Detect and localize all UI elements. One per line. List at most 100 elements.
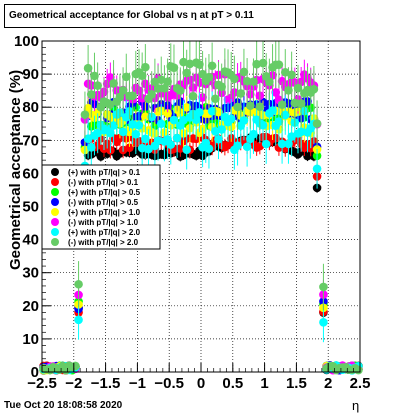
timestamp: Tue Oct 20 18:08:58 2020	[4, 400, 123, 411]
y-tick-label: 60	[22, 165, 39, 182]
data-point	[86, 90, 96, 99]
data-point	[185, 59, 195, 69]
data-point	[90, 71, 99, 81]
data-point	[277, 139, 287, 149]
data-point	[121, 72, 131, 82]
y-tick-label: 10	[22, 331, 39, 348]
legend-marker	[51, 238, 59, 246]
x-axis-label: η	[352, 398, 359, 413]
data-point	[71, 361, 80, 371]
data-point	[86, 143, 96, 152]
data-point	[287, 70, 296, 80]
legend-entry: (+) with pT/|q| > 0.5	[68, 188, 141, 197]
data-point	[141, 112, 150, 122]
data-point	[284, 139, 293, 149]
legend-entry: (+) with pT/|q| > 1.0	[68, 208, 141, 217]
data-point	[284, 86, 293, 95]
x-tick-label: −0.5	[154, 375, 184, 392]
data-point	[137, 143, 147, 153]
axes: −2.5 −2 −1.5 −1 −0.5 0 0.5 1 1.5 2 2.5 0 10 20 30 40 50 6…	[14, 33, 370, 392]
data-point	[109, 121, 118, 130]
x-tick-label: −1.5	[91, 375, 121, 392]
data-point	[166, 140, 176, 149]
legend-entry: (-) with pT/|q| > 0.1	[68, 178, 139, 187]
data-point	[118, 86, 128, 95]
data-point	[160, 84, 169, 93]
data-point	[233, 102, 242, 112]
data-point	[245, 101, 255, 110]
y-tick-label: 40	[22, 232, 39, 249]
data-point	[312, 119, 322, 128]
x-tick-label: 1.5	[286, 375, 307, 392]
y-axis-label: Geometrical acceptance (%)	[7, 70, 24, 270]
legend-marker	[51, 168, 59, 176]
data-point	[211, 94, 220, 104]
x-tick-label: 0.5	[222, 375, 243, 392]
chart-title: Geometrical acceptance for Global vs η a…	[4, 4, 296, 28]
data-point	[258, 58, 268, 68]
legend-entry: (-) with pT/|q| > 2.0	[68, 238, 139, 247]
data-point	[242, 76, 252, 86]
data-point	[83, 63, 93, 73]
legend-entry: (-) with pT/|q| > 0.5	[68, 198, 139, 207]
legend-marker	[51, 228, 59, 236]
data-point	[125, 143, 134, 153]
data-point	[319, 318, 328, 327]
data-point	[271, 88, 281, 97]
data-point	[207, 106, 217, 116]
data-point	[354, 365, 363, 375]
data-point	[134, 120, 144, 130]
data-point	[198, 93, 207, 102]
data-point	[147, 90, 157, 99]
data-point	[217, 125, 226, 134]
data-point	[296, 127, 306, 137]
data-point	[163, 109, 172, 118]
data-point	[172, 133, 182, 143]
x-tick-label: 1	[260, 375, 268, 392]
legend-box	[41, 164, 161, 250]
data-point	[255, 102, 265, 111]
data-point	[236, 89, 246, 98]
data-point	[214, 134, 223, 144]
data-point	[249, 77, 258, 86]
data-point	[233, 141, 242, 150]
data-point	[169, 115, 179, 125]
x-tick-label: −1	[129, 375, 146, 392]
data-point	[207, 61, 217, 71]
data-point	[195, 108, 204, 117]
data-point	[137, 71, 147, 80]
data-point	[198, 69, 207, 79]
legend-entry: (+) with pT/|q| > 2.0	[68, 228, 141, 237]
data-point	[242, 142, 252, 152]
legend-marker	[51, 208, 59, 216]
data-point	[217, 82, 226, 92]
data-point	[239, 116, 249, 125]
data-point	[109, 78, 118, 88]
data-point	[293, 83, 303, 93]
data-point	[280, 110, 290, 120]
data-points	[39, 41, 363, 375]
data-point	[287, 132, 296, 141]
legend-entry: (-) with pT/|q| > 1.0	[68, 218, 139, 227]
data-point	[74, 279, 83, 289]
data-point	[214, 107, 223, 117]
data-point	[249, 129, 258, 139]
data-point	[93, 81, 102, 90]
data-point	[182, 68, 191, 78]
legend-marker	[51, 178, 59, 186]
y-tick-label: 90	[22, 66, 39, 83]
data-point	[74, 315, 83, 325]
y-tick-label: 30	[22, 265, 39, 282]
data-point	[195, 60, 204, 69]
data-point	[296, 99, 306, 108]
y-tick-label: 80	[22, 99, 39, 116]
data-point	[80, 110, 90, 120]
data-point	[230, 74, 239, 84]
data-point	[128, 120, 137, 129]
x-tick-label: −2	[65, 375, 82, 392]
data-point	[153, 84, 163, 93]
data-point	[188, 91, 198, 101]
data-point	[312, 164, 322, 174]
data-point	[261, 139, 271, 149]
data-point	[258, 120, 268, 130]
